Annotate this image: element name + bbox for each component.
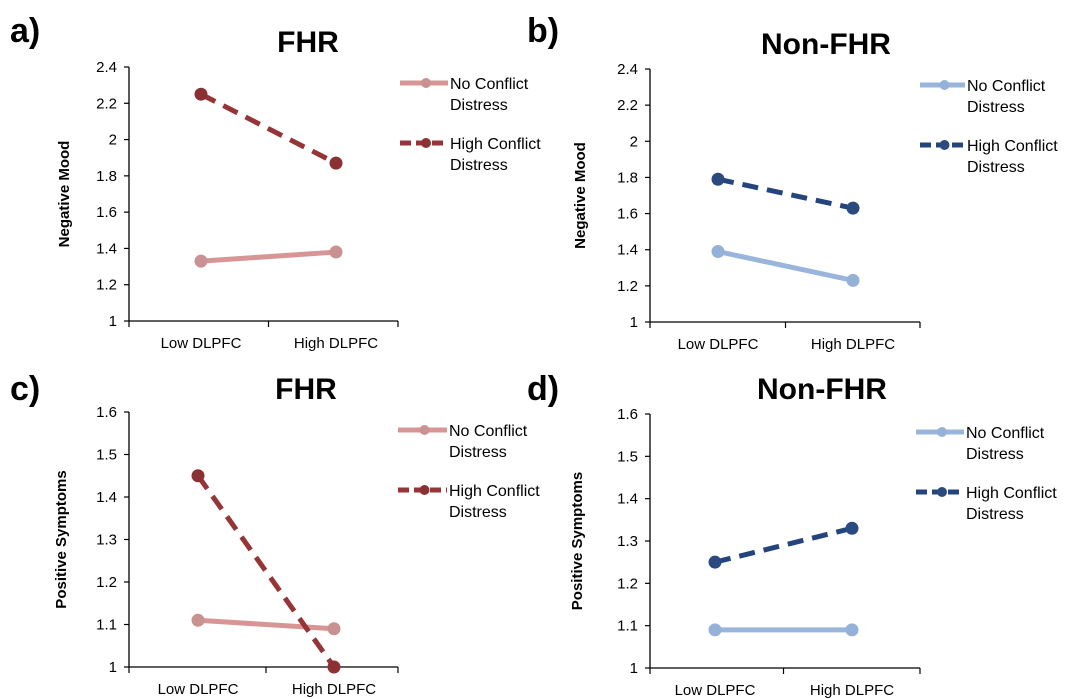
y-tick-label: 1.3 [96,532,117,549]
y-tick-label: 1 [630,660,638,677]
y-axis-label: Negative Mood [572,142,589,249]
y-tick-label: 1.6 [617,406,638,423]
y-tick-label: 1 [109,313,117,330]
y-tick-label: 1.3 [617,533,638,550]
y-axis-label: Positive Symptoms [53,470,70,608]
legend-entry-label: High Conflict Distress [966,485,1057,523]
data-point [327,622,341,636]
chart-title: FHR [277,26,339,59]
legend-entry-label: High Conflict Distress [450,136,541,174]
y-tick-label: 2.4 [617,61,638,78]
y-tick-label: 1.4 [617,491,638,508]
panel-letter: c) [10,370,40,408]
y-tick-label: 1.2 [96,277,117,294]
y-tick-label: 1.5 [617,448,638,465]
series-line-no-conflict [717,249,854,283]
series-line-high-conflict [717,176,854,211]
chart-panel-d: d) Non-FHR Positive Symptoms 1 1.1 1.2 1.3 1.4 1… [527,370,1057,699]
legend-entry-label: No Conflict Distress [449,423,528,461]
legend-entry-label: High Conflict Distress [967,138,1058,176]
y-tick-label: 2.4 [96,59,117,76]
series-line-high-conflict [714,525,853,565]
x-category-label: High DLPFC [292,681,376,698]
x-category-label: Low DLPFC [678,336,759,353]
chart-title: Non-FHR [757,373,887,406]
y-tick-label: 1.6 [96,404,117,421]
panel-letter: b) [527,12,559,50]
data-point [191,613,205,627]
y-tick-label: 1.4 [96,240,117,257]
legend-swatch-marker [421,138,431,148]
x-category-label: High DLPFC [810,682,894,699]
y-axis-label: Negative Mood [56,141,73,248]
chart-title: FHR [275,373,337,406]
series-line-high-conflict [195,474,337,669]
y-tick-label: 1.1 [617,618,638,635]
legend-swatch-marker [937,487,947,497]
legend-swatch-marker [939,80,950,90]
data-point [711,245,725,259]
data-point [708,555,722,569]
y-tick-label: 2 [109,132,117,149]
legend-entry-label: No Conflict Distress [967,78,1046,116]
y-tick-label: 2 [630,133,638,150]
y-tick-label: 1.4 [96,489,117,506]
data-point [329,156,343,170]
legend-swatch-marker [937,427,947,437]
y-tick-label: 1 [109,659,117,676]
legend-swatch-marker [419,425,430,435]
y-tick-label: 1 [630,314,638,331]
data-point [845,623,859,637]
chart-panel-c: c) FHR Positive Symptoms 1 1.1 1.2 1.3 1.4 1.5 1.… [10,370,540,698]
x-category-label: High DLPFC [811,336,895,353]
y-tick-label: 1.1 [96,617,117,634]
legend-entry-label: High Conflict Distress [449,483,540,521]
x-category-label: Low DLPFC [158,681,239,698]
series-line-no-conflict [200,249,337,264]
y-tick-label: 1.8 [96,168,117,185]
chart-title: Non-FHR [761,28,891,61]
data-point [191,469,205,483]
series-line-no-conflict [197,617,335,632]
series-line-high-conflict [199,91,338,166]
data-point [194,254,208,268]
panel-letter: d) [527,370,559,408]
y-tick-label: 1.8 [617,169,638,186]
y-tick-label: 1.2 [96,574,117,591]
legend-swatch-marker [419,485,430,495]
chart-panel-a: a) FHR Negative Mood 1 1.2 1.4 1.6 1.8 2 2.2 2.4 Lo… [10,12,541,352]
y-tick-label: 1.4 [617,242,638,259]
y-tick-label: 1.2 [617,575,638,592]
panel-letter: a) [10,12,40,50]
y-tick-label: 1.6 [96,204,117,221]
data-point [846,273,860,287]
legend-swatch-marker [421,78,431,88]
chart-panel-b: b) Non-FHR Negative Mood 1 1.2 1.4 1.6 1.8 2 2.2 2… [527,12,1058,353]
legend-entry-label: No Conflict Distress [450,76,529,114]
y-tick-label: 2.2 [617,97,638,114]
y-tick-label: 1.2 [617,278,638,295]
data-point [846,201,860,215]
x-category-label: High DLPFC [294,335,378,352]
x-category-label: Low DLPFC [161,335,242,352]
legend-entry-label: No Conflict Distress [966,425,1045,463]
data-point [194,87,208,101]
legend-swatch-marker [939,140,950,150]
data-point [329,245,343,259]
data-point [845,521,859,535]
y-tick-label: 2.2 [96,95,117,112]
data-point [711,172,725,186]
data-point [708,623,722,637]
y-tick-label: 1.6 [617,206,638,223]
data-point [327,660,341,674]
y-axis-label: Positive Symptoms [569,472,586,610]
x-category-label: Low DLPFC [675,682,756,699]
y-tick-label: 1.5 [96,447,117,464]
